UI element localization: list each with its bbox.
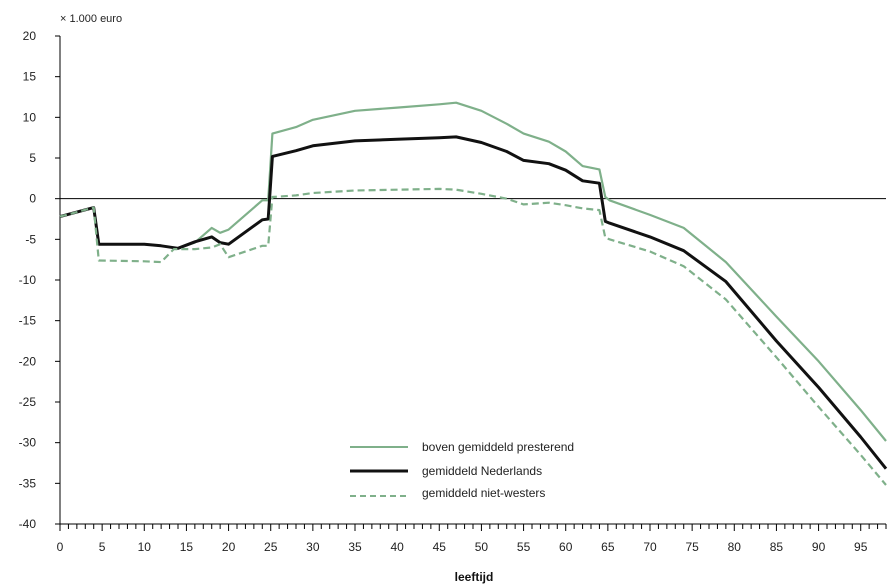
x-tick-label: 25 xyxy=(264,540,278,554)
y-tick-label: -35 xyxy=(19,476,37,490)
x-tick-label: 35 xyxy=(348,540,362,554)
x-tick-label: 65 xyxy=(601,540,615,554)
x-tick-label: 60 xyxy=(559,540,573,554)
y-tick-label: -15 xyxy=(19,314,37,328)
x-tick-label: 85 xyxy=(770,540,784,554)
y-unit-label: × 1.000 euro xyxy=(60,13,122,25)
x-tick-label: 90 xyxy=(812,540,826,554)
y-tick-label: 5 xyxy=(29,151,36,165)
y-tick-label: 15 xyxy=(23,70,37,84)
series-line-gemiddeld-niet-westers xyxy=(59,187,887,486)
x-tick-label: 70 xyxy=(643,540,657,554)
x-tick-label: 40 xyxy=(390,540,404,554)
y-tick-label: -20 xyxy=(19,354,37,368)
x-tick-label: 10 xyxy=(138,540,152,554)
y-axis: 20 15 10 5 0 -5 -10 -15 -20 -25 -30 -35 -40 xyxy=(19,29,61,531)
legend: boven gemiddeld presterend gemiddeld Ned… xyxy=(350,440,574,500)
series-line-boven-gemiddeld-presterend xyxy=(59,101,887,442)
x-tick-label: 55 xyxy=(517,540,531,554)
x-tick-label: 95 xyxy=(854,540,868,554)
legend-label-gemiddeld-niet-westers: gemiddeld niet-westers xyxy=(422,486,545,500)
x-tick-label: 80 xyxy=(728,540,742,554)
x-tick-label: 5 xyxy=(99,540,106,554)
x-axis: 0 5 10 15 20 25 30 35 40 45 50 55 60 65 70 75 80 85 90 95 xyxy=(57,523,887,554)
series-line-gemiddeld-nederlands xyxy=(59,135,888,470)
x-tick-label: 30 xyxy=(306,540,320,554)
y-tick-label: 10 xyxy=(23,110,37,124)
y-tick-label: 20 xyxy=(23,29,37,43)
x-tick-label: 45 xyxy=(433,540,447,554)
x-tick-label: 0 xyxy=(57,540,64,554)
series-layer xyxy=(59,101,888,486)
legend-label-boven-gemiddeld-presterend: boven gemiddeld presterend xyxy=(422,440,574,454)
x-tick-label: 75 xyxy=(685,540,699,554)
y-tick-label: -25 xyxy=(19,395,37,409)
y-tick-label: -30 xyxy=(19,436,37,450)
x-tick-label: 15 xyxy=(180,540,194,554)
y-tick-label: -5 xyxy=(25,232,36,246)
y-tick-label: -10 xyxy=(19,273,37,287)
y-tick-label: -40 xyxy=(19,517,37,531)
legend-label-gemiddeld-nederlands: gemiddeld Nederlands xyxy=(422,464,542,478)
y-tick-label: 0 xyxy=(29,192,36,206)
x-tick-label: 50 xyxy=(475,540,489,554)
x-tick-label: 20 xyxy=(222,540,236,554)
x-axis-label: leeftijd xyxy=(455,570,494,584)
